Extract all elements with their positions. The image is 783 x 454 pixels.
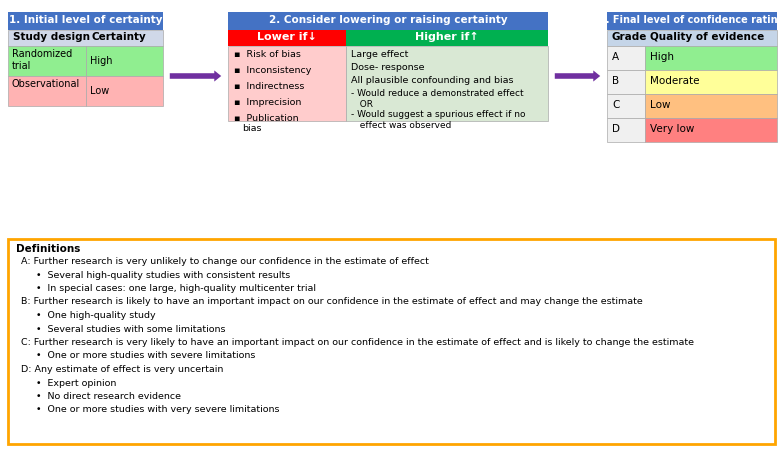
Text: - Would reduce a demonstrated effect: - Would reduce a demonstrated effect — [351, 89, 524, 98]
Text: Quality of evidence: Quality of evidence — [650, 32, 764, 42]
Bar — [645, 94, 777, 118]
Bar — [228, 30, 346, 46]
Text: ▪  Indirectness: ▪ Indirectness — [234, 82, 305, 91]
Text: High: High — [650, 52, 674, 62]
Text: Study design: Study design — [13, 32, 90, 42]
Bar — [645, 46, 777, 70]
Bar — [86, 76, 163, 106]
Text: B: B — [612, 76, 619, 86]
Text: A: A — [612, 52, 619, 62]
Text: •  In special cases: one large, high-quality multicenter trial: • In special cases: one large, high-qual… — [36, 284, 316, 293]
Text: ▪  Imprecision: ▪ Imprecision — [234, 98, 301, 107]
Text: Certainty: Certainty — [91, 32, 146, 42]
Text: 1. Initial level of certainty: 1. Initial level of certainty — [9, 15, 162, 25]
Text: OR: OR — [354, 100, 373, 109]
Text: D: D — [612, 124, 620, 134]
Bar — [607, 94, 645, 118]
Text: C: C — [612, 100, 619, 110]
Text: 2. Consider lowering or raising certainty: 2. Consider lowering or raising certaint… — [269, 15, 507, 25]
Bar — [607, 70, 645, 94]
Text: Randomized
trial: Randomized trial — [12, 49, 72, 71]
Text: Definitions: Definitions — [16, 244, 81, 254]
Text: ▪  Risk of bias: ▪ Risk of bias — [234, 50, 301, 59]
Text: •  One or more studies with severe limitations: • One or more studies with severe limita… — [36, 351, 255, 360]
Bar — [645, 70, 777, 94]
Text: •  Expert opinion: • Expert opinion — [36, 379, 117, 388]
Text: ▪  Inconsistency: ▪ Inconsistency — [234, 66, 312, 75]
Text: Low: Low — [650, 100, 670, 110]
Bar — [8, 239, 775, 444]
Bar — [346, 30, 548, 46]
Bar — [607, 30, 777, 46]
Text: •  Several studies with some limitations: • Several studies with some limitations — [36, 325, 226, 334]
Text: Dose- response: Dose- response — [351, 63, 424, 72]
Text: D: Any estimate of effect is very uncertain: D: Any estimate of effect is very uncert… — [21, 365, 223, 374]
Bar — [86, 46, 163, 76]
Text: •  Several high-quality studies with consistent results: • Several high-quality studies with cons… — [36, 271, 290, 280]
Text: 3. Final level of confidence rating: 3. Final level of confidence rating — [599, 15, 783, 25]
Text: Low: Low — [90, 86, 110, 96]
Text: A: Further research is very unlikely to change our confidence in the estimate of: A: Further research is very unlikely to … — [21, 257, 429, 266]
Bar — [228, 12, 548, 30]
Text: ▪  Publication: ▪ Publication — [234, 114, 298, 123]
Text: Grade: Grade — [612, 32, 648, 42]
Bar — [8, 12, 163, 30]
Bar — [8, 30, 163, 46]
Bar — [645, 118, 777, 142]
Text: Moderate: Moderate — [650, 76, 699, 86]
Text: C: Further research is very likely to have an important impact on our confidence: C: Further research is very likely to ha… — [21, 338, 694, 347]
Bar — [228, 46, 346, 121]
Bar — [8, 46, 86, 76]
Text: Very low: Very low — [650, 124, 695, 134]
Text: Observational: Observational — [12, 79, 80, 89]
Bar — [607, 118, 645, 142]
Text: •  One high-quality study: • One high-quality study — [36, 311, 156, 320]
Text: Higher if↑: Higher if↑ — [415, 32, 479, 42]
Text: bias: bias — [242, 124, 262, 133]
Bar — [346, 46, 548, 121]
Text: - Would suggest a spurious effect if no: - Would suggest a spurious effect if no — [351, 110, 525, 119]
Text: •  One or more studies with very severe limitations: • One or more studies with very severe l… — [36, 405, 280, 415]
Text: effect was observed: effect was observed — [354, 121, 451, 130]
Text: Large effect: Large effect — [351, 50, 409, 59]
Text: B: Further research is likely to have an important impact on our confidence in t: B: Further research is likely to have an… — [21, 297, 643, 306]
Text: •  No direct research evidence: • No direct research evidence — [36, 392, 181, 401]
Text: Lower if↓: Lower if↓ — [257, 32, 317, 42]
Text: High: High — [90, 56, 113, 66]
Bar — [8, 76, 86, 106]
Bar — [607, 12, 777, 30]
Text: All plausible confounding and bias: All plausible confounding and bias — [351, 76, 514, 85]
Bar — [607, 46, 645, 70]
